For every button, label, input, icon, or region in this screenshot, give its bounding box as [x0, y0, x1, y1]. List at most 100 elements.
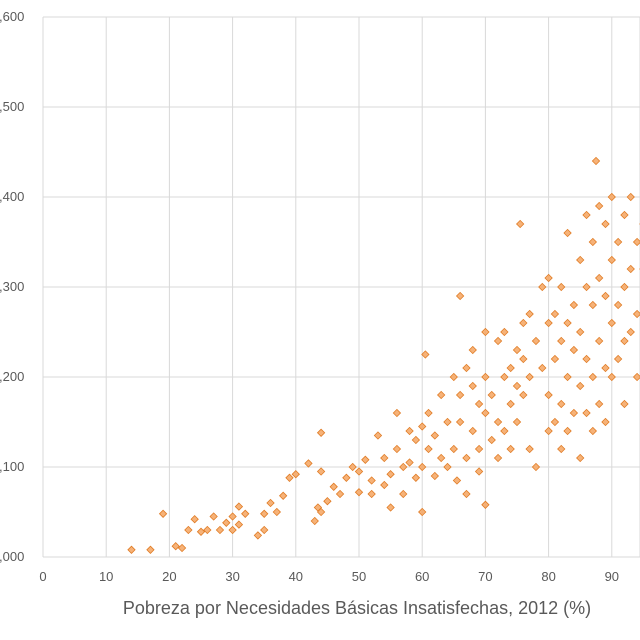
data-point	[424, 408, 433, 418]
y-tick-label: ,600	[0, 9, 24, 24]
data-point	[177, 543, 187, 553]
x-tick-label: 90	[605, 569, 619, 584]
data-point	[525, 309, 534, 319]
data-point	[620, 399, 629, 409]
data-point	[316, 467, 326, 476]
data-point	[601, 219, 610, 229]
data-point	[184, 525, 193, 535]
data-point	[607, 192, 616, 202]
data-point	[462, 363, 471, 373]
data-point	[421, 350, 430, 359]
data-point	[544, 390, 553, 400]
data-point	[449, 372, 458, 382]
data-point	[411, 473, 421, 482]
x-tick-label: 20	[162, 569, 176, 584]
data-point	[601, 291, 610, 301]
x-tick-label: 50	[352, 569, 366, 584]
data-point	[531, 336, 541, 346]
data-point	[487, 435, 496, 445]
x-tick-label: 40	[289, 569, 303, 584]
data-point	[234, 520, 244, 529]
data-point	[354, 467, 364, 476]
data-point	[613, 237, 623, 247]
data-point	[455, 417, 465, 427]
data-point	[493, 336, 503, 346]
data-point	[500, 327, 509, 337]
data-point	[582, 354, 591, 364]
data-point	[607, 255, 616, 265]
data-point	[481, 500, 490, 509]
data-point	[253, 531, 263, 540]
data-point	[601, 363, 610, 373]
data-point	[594, 273, 604, 283]
data-point	[626, 192, 635, 202]
data-point	[557, 444, 566, 454]
data-point	[506, 399, 515, 409]
data-point	[386, 470, 395, 479]
data-point	[272, 507, 282, 517]
data-point	[557, 399, 566, 409]
data-point	[405, 426, 414, 436]
data-point	[500, 372, 509, 382]
data-point	[392, 408, 402, 418]
data-point	[468, 345, 477, 355]
data-point	[323, 497, 332, 506]
y-tick-label: ,400	[0, 189, 24, 204]
data-point	[418, 462, 427, 472]
data-point	[316, 428, 326, 437]
data-point	[228, 525, 237, 535]
data-point	[519, 318, 528, 328]
data-point	[399, 462, 408, 472]
data-point	[620, 282, 629, 292]
data-point	[449, 444, 458, 454]
data-point	[399, 489, 408, 499]
data-point	[285, 473, 294, 482]
data-point	[544, 318, 553, 328]
data-point	[380, 453, 389, 463]
data-point	[354, 488, 364, 497]
data-point	[310, 516, 319, 526]
data-point	[607, 318, 616, 328]
data-point	[392, 444, 402, 454]
data-point	[506, 363, 515, 373]
x-tick-label: 80	[541, 569, 555, 584]
x-tick-label: 60	[415, 569, 429, 584]
data-point	[234, 502, 244, 511]
data-point	[569, 408, 579, 418]
data-point	[569, 300, 579, 310]
data-point	[632, 237, 640, 247]
data-point	[626, 327, 635, 337]
data-point	[544, 426, 553, 436]
data-point	[260, 525, 269, 535]
data-point	[373, 431, 383, 440]
data-point	[405, 458, 414, 467]
data-point	[538, 282, 547, 292]
data-point	[386, 503, 395, 512]
data-point	[591, 156, 601, 166]
data-point	[588, 237, 598, 247]
data-point	[190, 515, 199, 524]
data-point	[493, 417, 503, 427]
x-tick-label: 70	[478, 569, 492, 584]
data-point	[203, 525, 212, 535]
data-point	[436, 390, 446, 400]
data-point	[487, 390, 496, 400]
data-point	[158, 509, 168, 518]
data-point	[455, 390, 465, 400]
data-point	[462, 453, 471, 463]
data-point	[215, 525, 225, 535]
data-point	[620, 336, 629, 346]
data-point	[474, 467, 484, 476]
data-point	[493, 453, 503, 463]
data-point	[569, 345, 579, 355]
data-point	[146, 545, 155, 554]
data-point	[594, 201, 604, 211]
data-point	[222, 518, 231, 527]
data-point	[550, 354, 560, 364]
data-point	[418, 507, 427, 517]
data-point	[557, 336, 566, 346]
data-point	[367, 476, 376, 485]
data-point	[594, 399, 604, 409]
data-point	[544, 273, 553, 283]
data-point	[613, 300, 623, 310]
